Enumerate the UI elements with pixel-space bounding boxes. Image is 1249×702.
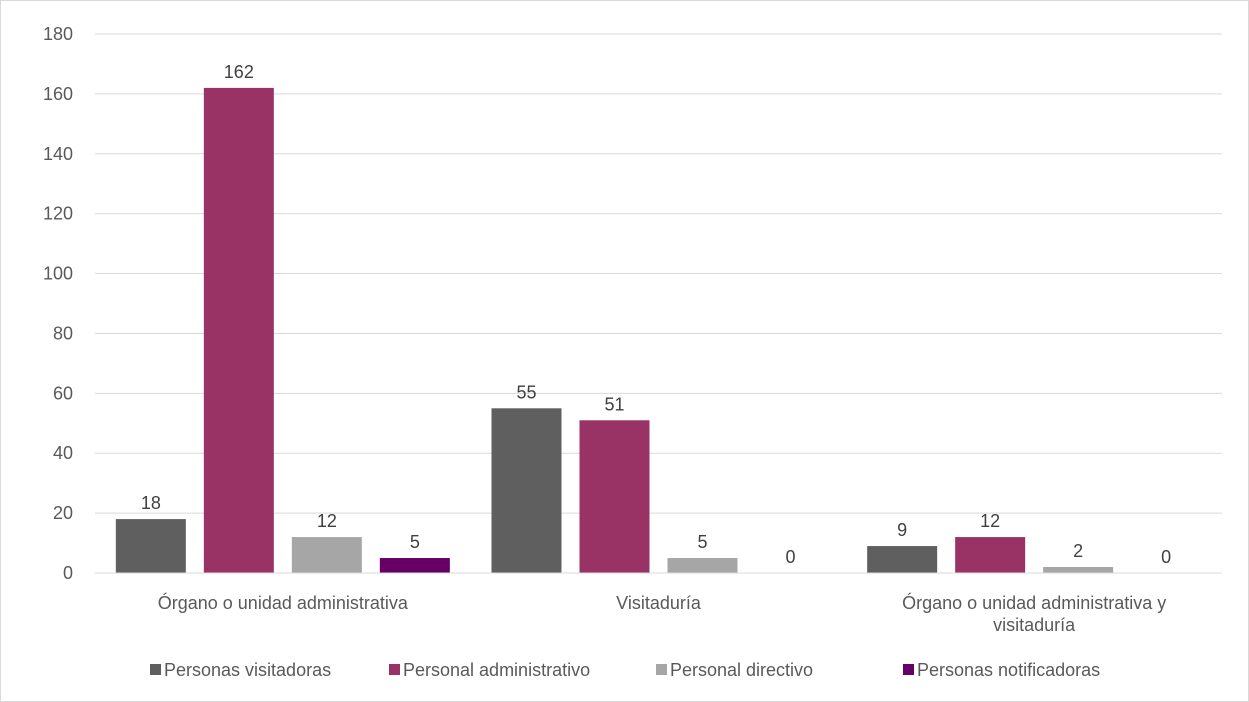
bar [491, 408, 562, 573]
legend-label: Personal directivo [670, 660, 813, 680]
y-tick-label: 120 [43, 204, 73, 224]
x-tick-label-line: Órgano o unidad administrativa y [902, 592, 1166, 613]
data-label: 12 [317, 511, 337, 531]
legend-swatch [389, 664, 400, 675]
y-axis: 0 20 40 60 80 100 120 140 160 180 [43, 24, 73, 583]
y-tick-label: 100 [43, 264, 73, 284]
data-label: 18 [141, 493, 161, 513]
bar [955, 537, 1026, 573]
data-label: 162 [224, 62, 254, 82]
x-tick-label-line: Órgano o unidad administrativa [158, 592, 409, 613]
data-label: 5 [410, 532, 420, 552]
data-label: 12 [980, 511, 1000, 531]
y-tick-label: 60 [53, 383, 73, 403]
legend: Personas visitadoras Personal administrat… [150, 660, 1100, 680]
y-tick-label: 40 [53, 443, 73, 463]
data-label: 51 [604, 394, 624, 414]
y-tick-label: 180 [43, 24, 73, 44]
legend-swatch [656, 664, 667, 675]
x-tick-label: Visitaduría [616, 593, 702, 613]
bar [1043, 567, 1114, 573]
data-label: 2 [1073, 541, 1083, 561]
legend-label: Personas visitadoras [164, 660, 331, 680]
y-tick-label: 0 [63, 563, 73, 583]
y-tick-label: 140 [43, 144, 73, 164]
bar [667, 558, 738, 573]
bar [379, 558, 450, 573]
legend-label: Personas notificadoras [917, 660, 1100, 680]
bar [867, 546, 938, 573]
legend-item: Personas visitadoras [150, 660, 331, 680]
bar [291, 537, 362, 573]
x-tick-label: Órgano o unidad administrativa [158, 592, 409, 613]
x-axis: Órgano o unidad administrativa Visitadurí… [95, 572, 1222, 635]
data-label: 5 [697, 532, 707, 552]
y-tick-label: 80 [53, 323, 73, 343]
legend-item: Personal administrativo [389, 660, 590, 680]
legend-swatch [150, 664, 161, 675]
legend-item: Personal directivo [656, 660, 813, 680]
bar [203, 87, 274, 574]
data-label: 0 [1161, 547, 1171, 567]
data-label: 9 [897, 520, 907, 540]
legend-swatch [903, 664, 914, 675]
bar [115, 519, 186, 573]
x-tick-label-line: Visitaduría [616, 593, 702, 613]
x-tick-label: Órgano o unidad administrativa y visitadu… [902, 592, 1166, 635]
y-tick-label: 20 [53, 503, 73, 523]
x-tick-label-line: visitaduría [993, 615, 1076, 635]
data-label: 0 [785, 547, 795, 567]
y-tick-label: 160 [43, 84, 73, 104]
legend-item: Personas notificadoras [903, 660, 1100, 680]
bars [115, 87, 1114, 574]
legend-label: Personal administrativo [403, 660, 590, 680]
bar [579, 420, 650, 573]
data-label: 55 [516, 382, 536, 402]
